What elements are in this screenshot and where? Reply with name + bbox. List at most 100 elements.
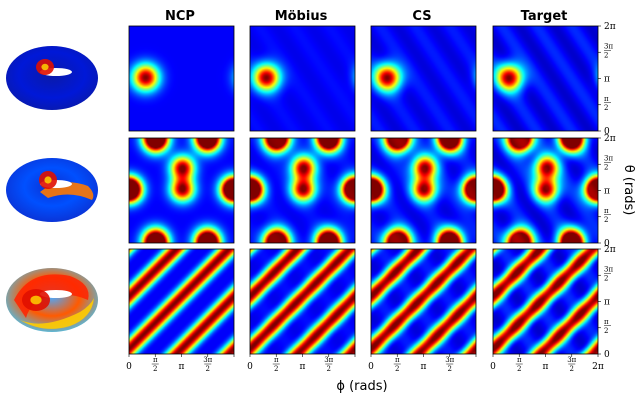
- svg-text:0: 0: [604, 239, 610, 249]
- svg-text:π: π: [604, 318, 609, 326]
- svg-text:0: 0: [126, 362, 132, 372]
- x-tick-label: π2: [393, 356, 401, 373]
- svg-text:3π: 3π: [604, 265, 613, 273]
- svg-text:2: 2: [153, 365, 157, 373]
- svg-text:0: 0: [247, 362, 253, 372]
- svg-text:2π: 2π: [604, 245, 616, 255]
- y-tick-label: 2π: [604, 22, 616, 32]
- y-tick-label: π2: [604, 207, 611, 224]
- heatmap-frame: [370, 137, 477, 244]
- x-tick-label: 0: [368, 362, 374, 372]
- y-axis-label: θ (rads): [621, 165, 636, 216]
- svg-text:3π: 3π: [203, 356, 212, 364]
- x-tick-label: 0: [126, 362, 132, 372]
- svg-text:π: π: [421, 362, 427, 372]
- svg-text:π: π: [395, 356, 400, 364]
- heatmap-ncp-row-3: [129, 249, 234, 354]
- svg-text:π: π: [274, 356, 279, 364]
- torus-2: [6, 158, 98, 222]
- svg-text:3π: 3π: [604, 154, 613, 162]
- x-tick-label: π: [300, 362, 306, 372]
- svg-text:2: 2: [604, 104, 608, 112]
- heatmap-cs-row-2: [371, 138, 476, 243]
- heatmap-cs-row-3: [371, 249, 476, 354]
- svg-text:2: 2: [327, 365, 331, 373]
- svg-text:π: π: [604, 95, 609, 103]
- svg-text:3π: 3π: [324, 356, 333, 364]
- heatmap-ncp-row-1: [129, 26, 234, 131]
- svg-text:2: 2: [604, 327, 608, 335]
- x-tick-label: 3π2: [445, 356, 454, 373]
- svg-text:π: π: [179, 362, 185, 372]
- x-tick-label: π: [179, 362, 185, 372]
- heatmap-ncp-row-2: [129, 138, 234, 243]
- y-tick-label: 0: [604, 127, 610, 137]
- svg-text:0: 0: [604, 350, 610, 360]
- x-tick-label: 3π2: [324, 356, 333, 373]
- heatmap-frame: [128, 25, 235, 132]
- torus-1: [6, 46, 98, 110]
- svg-text:3π: 3π: [445, 356, 454, 364]
- svg-text:2: 2: [570, 365, 574, 373]
- y-tick-label: π: [604, 298, 610, 308]
- y-tick-label: π: [604, 187, 610, 197]
- y-tick-label: π2: [604, 318, 611, 335]
- heatmap-frame: [370, 25, 477, 132]
- x-tick-label: π2: [515, 356, 523, 373]
- col-title-mobius: Möbius: [275, 9, 328, 24]
- y-tick-label: 3π2: [604, 265, 613, 282]
- y-tick-label: 2π: [604, 245, 616, 255]
- heatmap-frame: [249, 137, 356, 244]
- heatmap-mobius-row-2: [250, 138, 355, 243]
- heatmap-frame: [128, 137, 235, 244]
- svg-text:0: 0: [368, 362, 374, 372]
- svg-text:0: 0: [604, 127, 610, 137]
- y-tick-label: π2: [604, 95, 611, 112]
- svg-text:2: 2: [604, 216, 608, 224]
- svg-text:2: 2: [604, 163, 608, 171]
- y-tick-label: 3π2: [604, 42, 613, 59]
- svg-text:2: 2: [448, 365, 452, 373]
- x-tick-label: π2: [272, 356, 280, 373]
- y-tick-label: 0: [604, 350, 610, 360]
- svg-text:2: 2: [395, 365, 399, 373]
- x-tick-label: 3π2: [203, 356, 212, 373]
- svg-text:π: π: [517, 356, 522, 364]
- heatmap-frame: [249, 25, 356, 132]
- x-tick-label: π: [543, 362, 549, 372]
- x-axis-label: ϕ (rads): [336, 379, 387, 394]
- svg-text:3π: 3π: [604, 42, 613, 50]
- heatmap-mobius-row-3: [250, 249, 355, 354]
- col-title-target: Target: [521, 9, 568, 24]
- torus-3: [6, 268, 98, 332]
- svg-text:2: 2: [206, 365, 210, 373]
- svg-text:0: 0: [490, 362, 496, 372]
- heatmap-target-row-1: [493, 26, 598, 131]
- heatmap-mobius-row-1: [250, 26, 355, 131]
- svg-text:2: 2: [604, 51, 608, 59]
- heatmap-target-row-3: [493, 249, 598, 354]
- svg-text:π: π: [300, 362, 306, 372]
- col-title-cs: CS: [412, 9, 431, 24]
- svg-text:2π: 2π: [604, 22, 616, 32]
- x-tick-label: 0: [247, 362, 253, 372]
- y-tick-label: π: [604, 75, 610, 85]
- svg-text:2π: 2π: [604, 134, 616, 144]
- y-tick-label: 2π: [604, 134, 616, 144]
- x-tick-label: π2: [151, 356, 159, 373]
- x-tick-label: 0: [490, 362, 496, 372]
- col-title-ncp: NCP: [165, 9, 195, 24]
- x-tick-label: 2π: [592, 362, 604, 372]
- x-tick-label: 3π2: [567, 356, 576, 373]
- svg-text:2: 2: [517, 365, 521, 373]
- x-tick-label: π: [421, 362, 427, 372]
- heatmap-target-row-2: [493, 138, 598, 243]
- svg-text:2: 2: [604, 274, 608, 282]
- svg-text:2π: 2π: [592, 362, 604, 372]
- torus-thumbnails: [6, 46, 98, 332]
- svg-text:π: π: [604, 75, 610, 85]
- svg-text:2: 2: [274, 365, 278, 373]
